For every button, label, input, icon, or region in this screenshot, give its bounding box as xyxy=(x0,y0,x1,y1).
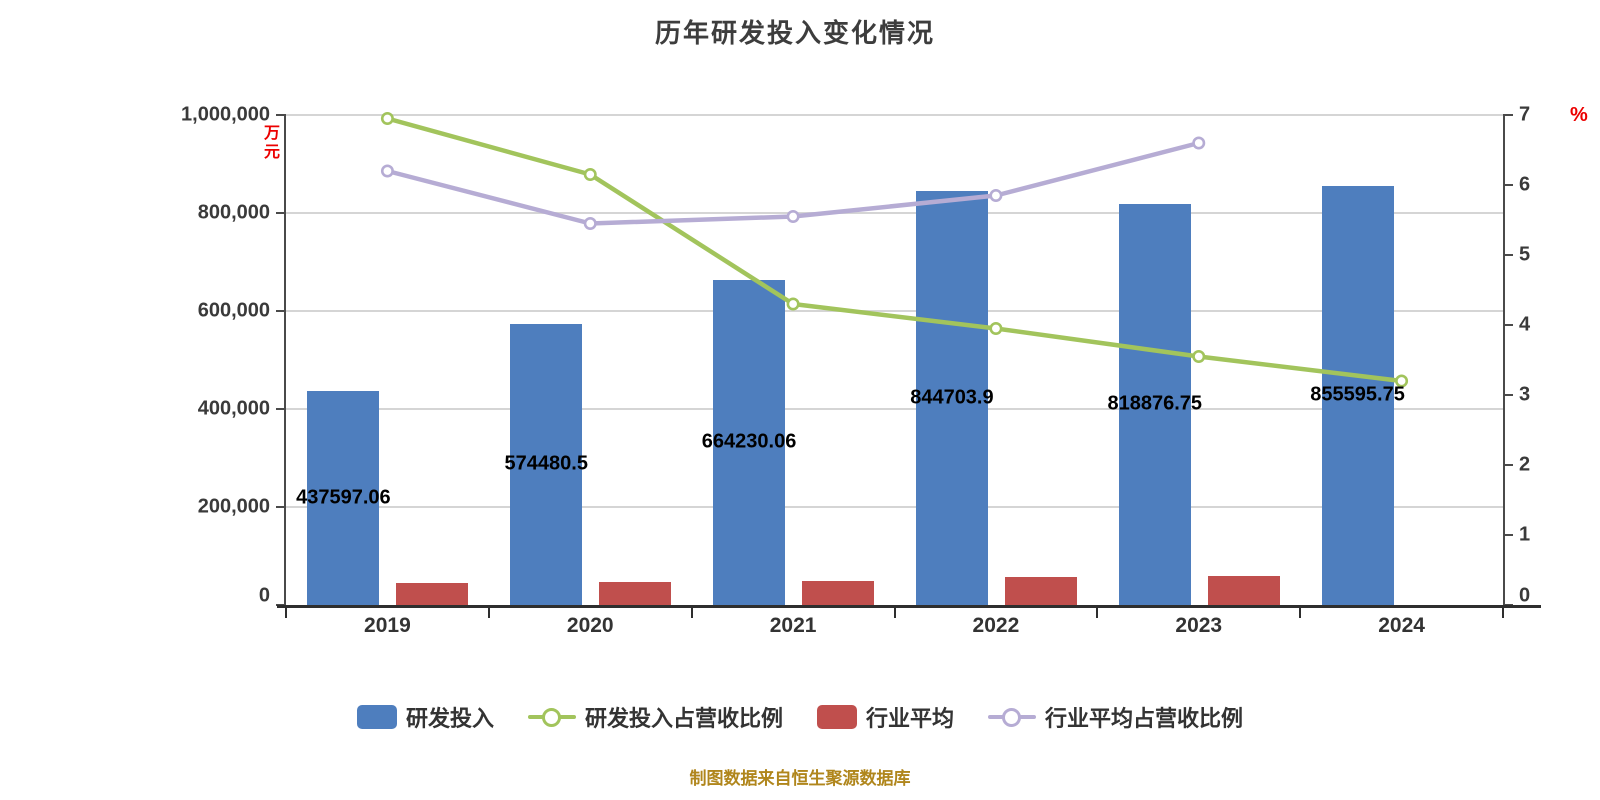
line-point-marker xyxy=(1395,374,1409,388)
industry-average-ratio-line-marker-icon xyxy=(988,705,1037,729)
bar-value-label: 574480.5 xyxy=(504,452,588,475)
rd-investment-bar-swatch-icon xyxy=(356,705,397,729)
right-axis-tick-label: 2 xyxy=(1519,453,1531,476)
line-point-marker xyxy=(989,189,1003,203)
x-axis-label: 2024 xyxy=(1378,614,1425,637)
left-axis-tick-label: 800,000 xyxy=(197,201,270,224)
right-axis-tick-label: 4 xyxy=(1519,313,1531,336)
x-axis-tick xyxy=(1096,605,1099,618)
right-axis-tick-label: 5 xyxy=(1519,243,1531,266)
rd-investment-bar xyxy=(1118,203,1191,605)
left-axis-tick-label: 1,000,000 xyxy=(181,103,270,126)
industry-average-bar xyxy=(1207,576,1280,605)
legend: 研发投入 研发投入占营收比例 行业平均 行业平均占营收比例 xyxy=(0,701,1600,733)
right-axis-tick xyxy=(1503,464,1513,466)
rd-ratio-line xyxy=(385,116,1404,384)
line-point-marker xyxy=(786,210,800,224)
x-axis-label: 2023 xyxy=(1175,614,1223,637)
right-axis-tick-label: 6 xyxy=(1519,173,1531,196)
industry-average-bar xyxy=(802,580,875,605)
left-axis-tick xyxy=(276,506,286,508)
industry-average-bar-swatch-icon xyxy=(817,705,857,729)
rd-investment-bar xyxy=(307,390,380,605)
left-axis-tick-label: 0 xyxy=(258,584,270,607)
legend-item-industry-average-ratio[interactable]: 行业平均占营收比例 xyxy=(988,701,1243,733)
x-axis-tick xyxy=(487,605,490,618)
gridline xyxy=(286,310,1503,312)
right-axis-tick xyxy=(1503,254,1513,256)
gridline xyxy=(286,212,1503,214)
x-axis-tick xyxy=(690,605,693,618)
right-axis-tick-label: 3 xyxy=(1519,383,1531,406)
line-point-marker xyxy=(989,321,1003,335)
bar-value-label: 844703.9 xyxy=(910,386,994,409)
bar-value-label: 437597.06 xyxy=(296,486,391,509)
left-axis-tick-label: 600,000 xyxy=(197,299,270,322)
rd-investment-bar xyxy=(1321,185,1394,605)
gridline xyxy=(286,408,1503,410)
industry-average-bar xyxy=(1004,577,1077,605)
bar-value-label: 818876.75 xyxy=(1107,392,1203,415)
legend-item-industry-average[interactable]: 行业平均 xyxy=(817,701,954,733)
x-axis-tick xyxy=(893,605,896,618)
left-axis-tick-label: 400,000 xyxy=(197,397,270,420)
right-axis-tick xyxy=(1503,534,1513,536)
legend-label: 研发投入 xyxy=(405,706,494,731)
right-axis-tick xyxy=(1503,114,1513,116)
right-axis-tick-label: 1 xyxy=(1519,523,1531,546)
line-point-marker xyxy=(1192,136,1206,150)
left-axis-tick xyxy=(276,212,286,214)
left-axis-unit-label: 万元 xyxy=(261,124,278,162)
industry-average-bar xyxy=(599,582,672,605)
x-axis-tick xyxy=(1502,605,1504,618)
footer-note: 制图数据来自恒生聚源数据库 xyxy=(689,769,911,788)
left-axis-tick xyxy=(276,408,286,410)
right-axis-tick xyxy=(1503,394,1513,396)
line-point-marker xyxy=(380,164,394,178)
x-axis-label: 2022 xyxy=(972,614,1020,637)
x-axis-label: 2020 xyxy=(566,614,614,637)
x-axis-line xyxy=(277,605,1541,608)
right-axis-tick xyxy=(1503,184,1513,186)
industry-average-bar xyxy=(396,583,469,605)
x-axis-label: 2019 xyxy=(364,614,411,637)
legend-item-rd-revenue-ratio[interactable]: 研发投入占营收比例 xyxy=(527,701,783,733)
left-axis-tick xyxy=(276,114,286,116)
x-axis-tick xyxy=(285,605,287,618)
line-point-marker xyxy=(583,217,597,231)
legend-item-rd-investment[interactable]: 研发投入 xyxy=(356,701,494,733)
right-axis-line xyxy=(1503,115,1505,605)
bar-value-label: 855595.75 xyxy=(1310,383,1405,406)
legend-label: 行业平均占营收比例 xyxy=(1045,706,1244,731)
left-axis-tick xyxy=(276,310,286,312)
line-point-marker xyxy=(1192,349,1206,363)
x-axis-tick xyxy=(1299,605,1302,618)
rd-investment-bar xyxy=(915,191,988,605)
legend-label: 行业平均 xyxy=(866,706,955,731)
left-axis-line xyxy=(284,115,286,605)
gridline xyxy=(286,506,1503,508)
line-point-marker xyxy=(786,297,800,311)
x-axis-label: 2021 xyxy=(769,614,817,637)
right-axis-tick xyxy=(1503,324,1513,326)
right-axis-tick-label: 0 xyxy=(1519,584,1531,607)
chart-title: 历年研发投入变化情况 xyxy=(654,18,935,48)
rd-ratio-line-marker-icon xyxy=(527,705,576,729)
gridline xyxy=(286,114,1503,116)
legend-label: 研发投入占营收比例 xyxy=(584,706,783,731)
left-axis-tick-label: 200,000 xyxy=(197,495,270,518)
rd-investment-bar xyxy=(713,279,786,605)
line-point-marker xyxy=(380,112,394,126)
bar-value-label: 664230.06 xyxy=(701,430,797,453)
right-axis-tick-label: 7 xyxy=(1519,103,1531,126)
rd-investment-bar xyxy=(510,323,583,605)
line-point-marker xyxy=(583,168,597,182)
right-axis-unit-label: % xyxy=(1570,104,1588,126)
